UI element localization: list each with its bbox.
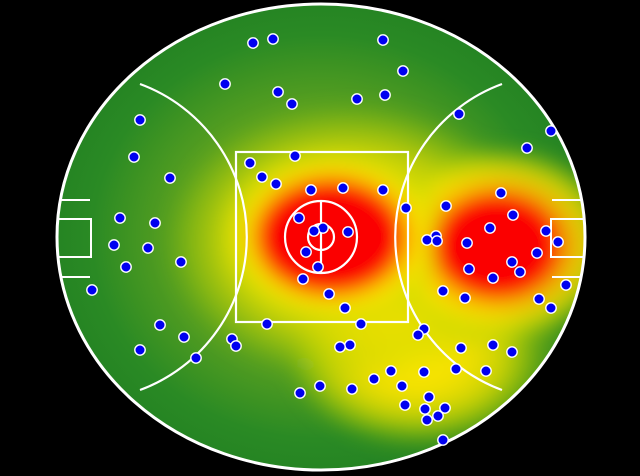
possession-point xyxy=(337,182,349,194)
possession-point xyxy=(459,292,471,304)
possession-point xyxy=(463,263,475,275)
possession-point xyxy=(531,247,543,259)
possession-point xyxy=(178,331,190,343)
centre-square xyxy=(234,150,410,324)
possession-point xyxy=(305,184,317,196)
possession-point xyxy=(379,89,391,101)
possession-point xyxy=(270,178,282,190)
possession-point xyxy=(368,373,380,385)
possession-point xyxy=(400,202,412,214)
possession-point xyxy=(377,184,389,196)
possession-point xyxy=(421,414,433,426)
heatmap-core-centre xyxy=(258,181,402,293)
possession-point xyxy=(514,266,526,278)
possession-point xyxy=(385,365,397,377)
possession-point xyxy=(507,209,519,221)
possession-point xyxy=(495,187,507,199)
possession-point xyxy=(114,212,126,224)
possession-point xyxy=(297,273,309,285)
possession-point xyxy=(533,293,545,305)
possession-point xyxy=(86,284,98,296)
possession-point xyxy=(346,383,358,395)
possession-point xyxy=(560,279,572,291)
possession-point xyxy=(487,339,499,351)
possession-point xyxy=(450,363,462,375)
possession-point xyxy=(219,78,231,90)
possession-point xyxy=(339,302,351,314)
possession-point xyxy=(453,108,465,120)
possession-point xyxy=(256,171,268,183)
possession-point xyxy=(440,200,452,212)
possession-point xyxy=(437,285,449,297)
possession-point xyxy=(154,319,166,331)
possession-point xyxy=(108,239,120,251)
possession-point xyxy=(423,391,435,403)
possession-point xyxy=(439,402,451,414)
possession-point xyxy=(308,225,320,237)
possession-point xyxy=(506,346,518,358)
possession-point xyxy=(342,226,354,238)
left-goal-square xyxy=(57,218,92,258)
possession-point xyxy=(418,366,430,378)
possession-point xyxy=(149,217,161,229)
possession-point xyxy=(552,236,564,248)
possession-point xyxy=(334,341,346,353)
possession-point xyxy=(134,114,146,126)
possession-point xyxy=(267,33,279,45)
possession-point xyxy=(261,318,273,330)
possession-point xyxy=(521,142,533,154)
possession-point xyxy=(175,256,187,268)
possession-point xyxy=(286,98,298,110)
possession-point xyxy=(344,339,356,351)
possession-point xyxy=(323,288,335,300)
possession-point xyxy=(190,352,202,364)
possession-point xyxy=(412,329,424,341)
possession-point xyxy=(164,172,176,184)
possession-point xyxy=(314,380,326,392)
boundary-line xyxy=(55,2,587,472)
possession-point xyxy=(540,225,552,237)
possession-point xyxy=(545,125,557,137)
possession-point xyxy=(351,93,363,105)
possession-point xyxy=(461,237,473,249)
possession-points xyxy=(86,33,572,446)
possession-point xyxy=(293,212,305,224)
possession-point xyxy=(506,256,518,268)
possession-point xyxy=(399,399,411,411)
possession-point xyxy=(397,65,409,77)
possession-point xyxy=(300,246,312,258)
possession-point xyxy=(432,410,444,422)
possession-point xyxy=(437,434,449,446)
right-goal-square xyxy=(550,218,585,258)
possession-point xyxy=(134,344,146,356)
possession-point xyxy=(355,318,367,330)
possession-point xyxy=(480,365,492,377)
possession-point xyxy=(128,151,140,163)
possession-point xyxy=(120,261,132,273)
possession-point xyxy=(272,86,284,98)
possession-point xyxy=(247,37,259,49)
possession-point xyxy=(289,150,301,162)
possession-point xyxy=(230,340,242,352)
possession-point xyxy=(142,242,154,254)
possession-point xyxy=(421,234,433,246)
possession-point xyxy=(377,34,389,46)
possession-point xyxy=(244,157,256,169)
possession-point xyxy=(431,235,443,247)
possession-point xyxy=(294,387,306,399)
possession-point xyxy=(455,342,467,354)
possession-point xyxy=(545,302,557,314)
possession-point xyxy=(312,261,324,273)
possession-point xyxy=(396,380,408,392)
possession-point xyxy=(484,222,496,234)
possession-point xyxy=(487,272,499,284)
right-50m-arc xyxy=(394,82,503,392)
possession-point xyxy=(419,403,431,415)
